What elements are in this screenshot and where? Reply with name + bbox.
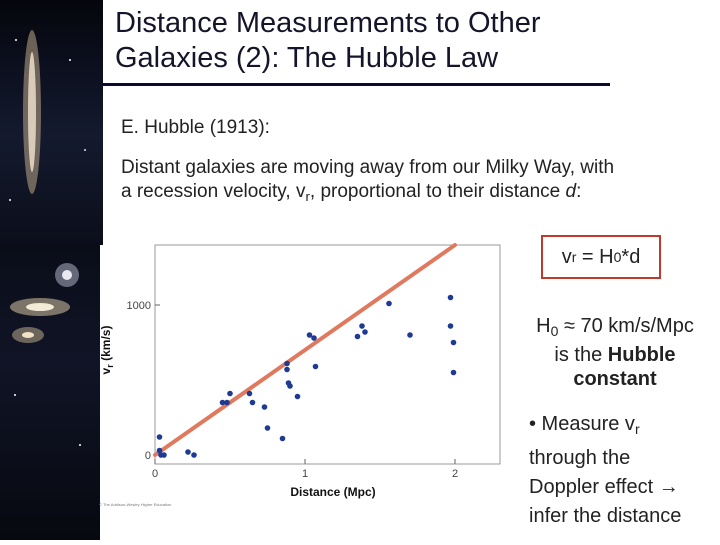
data-point <box>284 360 290 367</box>
x-tick-label: 2 <box>452 468 458 480</box>
title-underline <box>103 83 610 86</box>
hubble-constant-value: H0 ≈ 70 km/s/Mpc <box>536 315 694 339</box>
data-point <box>294 393 301 400</box>
slide-title: Distance Measurements to Other Galaxies … <box>115 6 635 76</box>
bullet-line-2: through the <box>529 447 631 469</box>
data-point <box>219 399 226 406</box>
data-point <box>362 329 368 335</box>
measurement-bullet: • Measure vr through the Doppler effect … <box>529 410 681 531</box>
data-point <box>354 333 361 340</box>
plot-frame <box>154 244 501 465</box>
hubble-constant-line-2: is the Hubble <box>554 344 676 366</box>
description-line-1: Distant galaxies are moving away from ou… <box>121 157 615 178</box>
hubble-diagram-chart: 0 1 2 0 1000 Distance (Mpc) vr (km/s) © The … <box>99 243 501 507</box>
data-point <box>185 449 191 455</box>
data-point <box>279 435 286 442</box>
title-line-1: Distance Measurements to Other <box>115 7 541 39</box>
y-tick-label: 1000 <box>127 300 151 312</box>
data-point <box>450 339 457 346</box>
data-point <box>264 425 271 431</box>
data-point <box>359 323 365 329</box>
data-point <box>386 300 392 307</box>
data-point <box>224 399 230 406</box>
data-point <box>287 383 293 389</box>
chart-credit: © The Addison-Wesley Higher Education <box>99 502 171 507</box>
galaxy-photo <box>0 0 103 245</box>
data-point <box>156 434 163 440</box>
data-point <box>156 447 163 454</box>
data-point <box>249 399 256 406</box>
y-axis-label: vr (km/s) <box>99 326 115 375</box>
data-point <box>447 323 454 329</box>
bullet-line-1: • Measure vr <box>529 413 640 437</box>
x-axis-label: Distance (Mpc) <box>290 485 375 499</box>
data-point <box>227 390 233 397</box>
data-point <box>191 452 197 458</box>
data-point <box>447 294 454 301</box>
galaxy-photo-lower <box>0 245 100 540</box>
author-line: E. Hubble (1913): <box>121 117 270 138</box>
x-tick-label: 1 <box>302 468 308 480</box>
data-point <box>246 390 253 397</box>
x-tick-label: 0 <box>152 468 158 480</box>
bullet-line-3: Doppler effect → <box>529 476 679 498</box>
hubble-constant-text: H0 ≈ 70 km/s/Mpc is the Hubble constant <box>510 314 720 391</box>
title-line-2: Galaxies (2): The Hubble Law <box>115 42 499 74</box>
data-point <box>450 369 457 376</box>
data-point <box>311 335 317 341</box>
data-point <box>161 452 167 458</box>
description-line-2: a recession velocity, vr, proportional t… <box>121 181 582 204</box>
data-point <box>284 366 290 373</box>
hubble-constant-line-3: constant <box>573 368 657 390</box>
description: Distant galaxies are moving away from ou… <box>121 156 711 209</box>
data-point <box>407 332 413 338</box>
y-tick-label: 0 <box>145 450 151 462</box>
data-point <box>312 363 319 370</box>
data-point <box>306 332 313 338</box>
fit-line <box>153 243 457 457</box>
bullet-line-4: infer the distance <box>529 505 682 527</box>
data-point <box>261 404 268 410</box>
